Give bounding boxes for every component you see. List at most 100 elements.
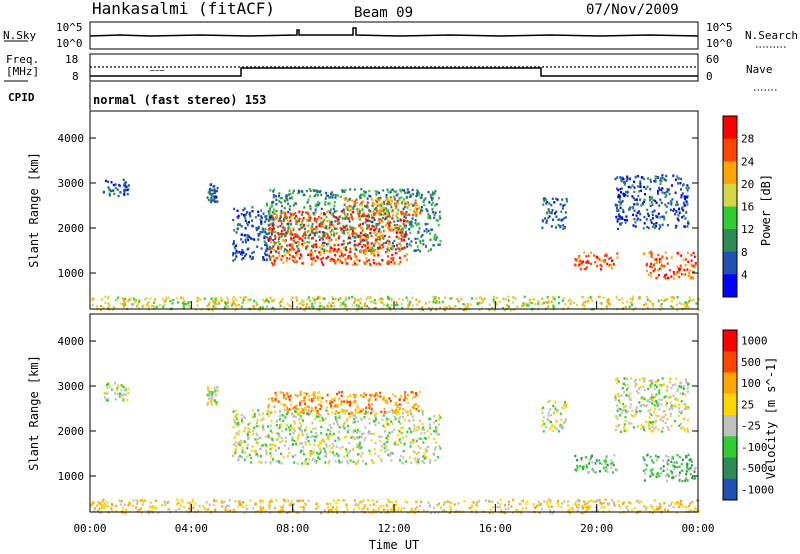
scatter-cell xyxy=(401,306,404,310)
scatter-cell xyxy=(274,257,277,260)
scatter-cell xyxy=(375,239,378,242)
scatter-cell xyxy=(123,182,126,185)
scatter-cell xyxy=(244,296,247,299)
scatter-cell xyxy=(287,211,290,214)
scatter-cell xyxy=(471,297,474,300)
scatter-cell xyxy=(685,200,688,203)
power-ylabel: Slant Range [km] xyxy=(27,152,41,268)
scatter-cell xyxy=(686,251,689,254)
scatter-cell xyxy=(106,386,109,389)
scatter-cell xyxy=(142,304,145,307)
scatter-cell xyxy=(685,455,688,458)
scatter-cell xyxy=(387,306,390,310)
scatter-cell xyxy=(273,243,276,246)
scatter-cell xyxy=(414,394,417,398)
scatter-cell xyxy=(332,432,335,436)
scatter-cell xyxy=(676,251,679,255)
scatter-cell xyxy=(165,299,167,302)
scatter-cell xyxy=(149,505,151,508)
scatter-cell xyxy=(599,301,602,304)
y-tick-label: 1000 xyxy=(58,267,85,280)
scatter-cell xyxy=(398,256,401,259)
scatter-cell xyxy=(687,301,689,304)
scatter-cell xyxy=(622,403,625,406)
scatter-cell xyxy=(311,251,314,255)
scatter-cell xyxy=(432,506,435,510)
scatter-cell xyxy=(434,441,437,444)
scatter-cell xyxy=(319,250,322,253)
scatter-cell xyxy=(386,198,389,201)
scatter-cell xyxy=(618,298,621,302)
scatter-cell xyxy=(542,406,545,409)
scatter-cell xyxy=(122,396,125,400)
scatter-cell xyxy=(680,194,683,197)
scatter-cell xyxy=(289,212,292,215)
scatter-cell xyxy=(650,507,653,510)
scatter-cell xyxy=(378,191,381,195)
scatter-cell xyxy=(604,458,607,461)
scatter-cell xyxy=(244,227,247,230)
scatter-cell xyxy=(491,500,494,503)
scatter-cell xyxy=(421,306,424,309)
scatter-cell xyxy=(375,262,378,266)
colorbar-frame xyxy=(722,115,738,298)
scatter-cell xyxy=(264,461,267,464)
scatter-cell xyxy=(547,414,550,417)
scatter-cell xyxy=(237,223,240,226)
scatter-cell xyxy=(327,412,330,416)
scatter-cell xyxy=(398,403,401,406)
scatter-cell xyxy=(320,217,323,220)
scatter-cell xyxy=(607,300,610,303)
scatter-cell xyxy=(232,254,234,257)
scatter-cell xyxy=(314,208,317,211)
scatter-cell xyxy=(409,428,412,432)
scatter-cell xyxy=(510,309,513,312)
scatter-cell xyxy=(272,396,275,400)
scatter-cell xyxy=(621,297,624,300)
scatter-cell xyxy=(251,415,254,418)
scatter-cell xyxy=(206,402,209,406)
scatter-cell xyxy=(323,234,326,237)
scatter-cell xyxy=(310,244,313,248)
scatter-cell xyxy=(683,195,686,198)
scatter-cell xyxy=(247,238,250,242)
scatter-cell xyxy=(646,454,649,457)
scatter-cell xyxy=(571,507,574,510)
scatter-cell xyxy=(667,276,669,280)
scatter-cell xyxy=(657,299,660,303)
scatter-cell xyxy=(298,228,301,231)
scatter-cell xyxy=(640,500,643,503)
scatter-cell xyxy=(621,176,624,179)
scatter-cell xyxy=(578,264,581,267)
scatter-cell xyxy=(405,224,408,227)
scatter-cell xyxy=(673,297,675,300)
scatter-cell xyxy=(286,455,289,458)
scatter-cell xyxy=(110,181,113,184)
scatter-cell xyxy=(594,500,597,503)
scatter-cell xyxy=(312,231,315,235)
scatter-cell xyxy=(651,511,654,514)
scatter-cell xyxy=(511,301,514,304)
scatter-cell xyxy=(419,447,422,450)
scatter-cell xyxy=(392,256,395,260)
scatter-cell xyxy=(360,306,363,309)
scatter-cell xyxy=(643,469,646,472)
scatter-cell xyxy=(507,299,510,302)
scatter-cell xyxy=(342,254,345,258)
scatter-cell xyxy=(673,467,676,471)
scatter-cell xyxy=(359,236,362,240)
scatter-cell xyxy=(289,244,292,247)
scatter-cell xyxy=(689,502,692,505)
scatter-cell xyxy=(208,301,211,304)
scatter-cell xyxy=(280,215,282,218)
scatter-cell xyxy=(425,208,428,211)
scatter-cell xyxy=(406,430,409,434)
scatter-cell xyxy=(615,425,618,428)
scatter-cell xyxy=(323,241,326,245)
scatter-cell xyxy=(399,441,402,444)
scatter-cell xyxy=(376,197,379,201)
scatter-cell xyxy=(670,386,673,390)
scatter-cell xyxy=(438,423,440,426)
scatter-cell xyxy=(438,418,440,421)
scatter-cell xyxy=(643,222,646,225)
